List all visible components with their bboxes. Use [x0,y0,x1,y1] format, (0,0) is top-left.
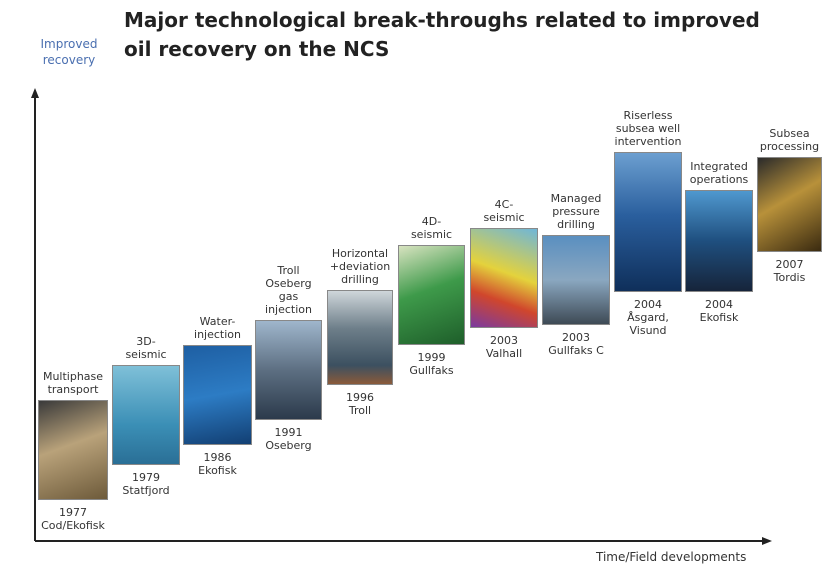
step-image [255,320,322,420]
label-line: 2007 [775,258,804,271]
label-line: Statfjord [122,484,170,497]
label-line: Åsgard, [627,311,669,324]
label-line: Integrated [690,160,748,173]
title-line: Major technological break-throughs relat… [124,8,760,32]
label-line: Riserless [623,109,673,122]
step-image [183,345,252,445]
label-line: subsea well [615,122,681,135]
label-line: 2004 [704,298,733,311]
label-line: seismic [125,348,167,361]
label-line: 1996 [346,391,374,404]
step-bottom-label: 2004 Åsgard, Visund [627,298,669,337]
step-bottom-label: 2003 Gullfaks C [548,331,604,357]
label-line: operations [689,173,749,186]
label-line: Gullfaks [409,364,454,377]
label-line: 2003 [562,331,590,344]
label-line: seismic [483,211,525,224]
label-line: Oseberg [265,277,312,290]
label-line: Subsea [769,127,810,140]
step-bottom-label: 2003 Valhall [486,334,522,360]
step-image [112,365,180,465]
title: Major technological break-throughs relat… [124,6,760,64]
step-top-label: Horizontal +deviation drilling [330,247,390,286]
label-line: Valhall [485,347,523,360]
label-line: pressure [552,205,600,218]
step-image [614,152,682,292]
step-bottom-label: 1999 Gullfaks [409,351,453,377]
step-image [542,235,610,325]
label-line: injection [265,303,312,316]
y-axis-label-line: recovery [42,53,96,67]
label-line: Troll [277,264,300,277]
step-top-label: 3D-seismic [125,335,166,361]
label-line: injection [194,328,241,341]
step-image [327,290,393,385]
label-line: seismic [410,228,453,241]
label-line: 1999 [417,351,446,364]
y-axis-label-line: Improved [40,37,98,51]
label-line: Ekofisk [198,464,237,477]
step-top-label: Riserless subsea well intervention [615,109,682,148]
step-image [38,400,108,500]
step-bottom-label: 2007 Tordis [774,258,806,284]
label-line: 4D- [421,215,442,228]
step-bottom-label: 2004 Ekofisk [700,298,739,324]
label-line: processing [759,140,820,153]
label-line: Tordis [773,271,806,284]
label-line: Managed [550,192,602,205]
label-line: Oseberg [265,439,312,452]
step-image [685,190,753,292]
label-line: Ekofisk [699,311,739,324]
step-top-label: 4D-seismic [411,215,452,241]
label-line: 1977 [58,506,87,519]
label-line: drilling [341,273,379,286]
step-image [398,245,465,345]
step-top-label: Subsea processing [760,127,819,153]
step-bottom-label: 1991 Oseberg [265,426,311,452]
label-line: 3D- [136,335,156,348]
step-top-label: Troll Oseberg gas injection [265,264,312,316]
label-line: 1979 [131,471,160,484]
step-bottom-label: 1996 Troll [346,391,374,417]
label-line: 2004 [633,298,662,311]
label-line: Water- [199,315,236,328]
step-top-label: Managed pressure drilling [551,192,602,231]
x-arrow [762,537,772,545]
step-image [470,228,538,328]
label-line: gas [278,290,299,303]
title-line: oil recovery on the NCS [124,37,390,61]
step-top-label: Multiphase transport [43,370,103,396]
y-axis-label: Improved recovery [28,36,110,68]
label-line: Gullfaks C [548,344,604,357]
label-line: transport [47,383,99,396]
label-line: 4C- [494,198,514,211]
step-bottom-label: 1986 Ekofisk [198,451,237,477]
label-line: Cod/Ekofisk [41,519,105,532]
label-line: +deviation [329,260,391,273]
label-line: Horizontal [331,247,389,260]
y-arrow [31,88,39,98]
label-line: Troll [348,404,372,417]
label-line: 1991 [274,426,303,439]
label-line: Multiphase [42,370,104,383]
step-top-label: 4C-seismic [483,198,524,224]
step-top-label: Water-injection [194,315,241,341]
label-line: Visund [629,324,667,337]
label-line: intervention [614,135,682,148]
step-bottom-label: 1977 Cod/Ekofisk [41,506,105,532]
x-axis-label: Time/Field developments [596,550,747,564]
label-line: 1986 [203,451,232,464]
step-bottom-label: 1979 Statfjord [122,471,169,497]
label-line: drilling [557,218,595,231]
label-line: 2003 [489,334,518,347]
step-top-label: Integrated operations [690,160,749,186]
step-image [757,157,822,252]
